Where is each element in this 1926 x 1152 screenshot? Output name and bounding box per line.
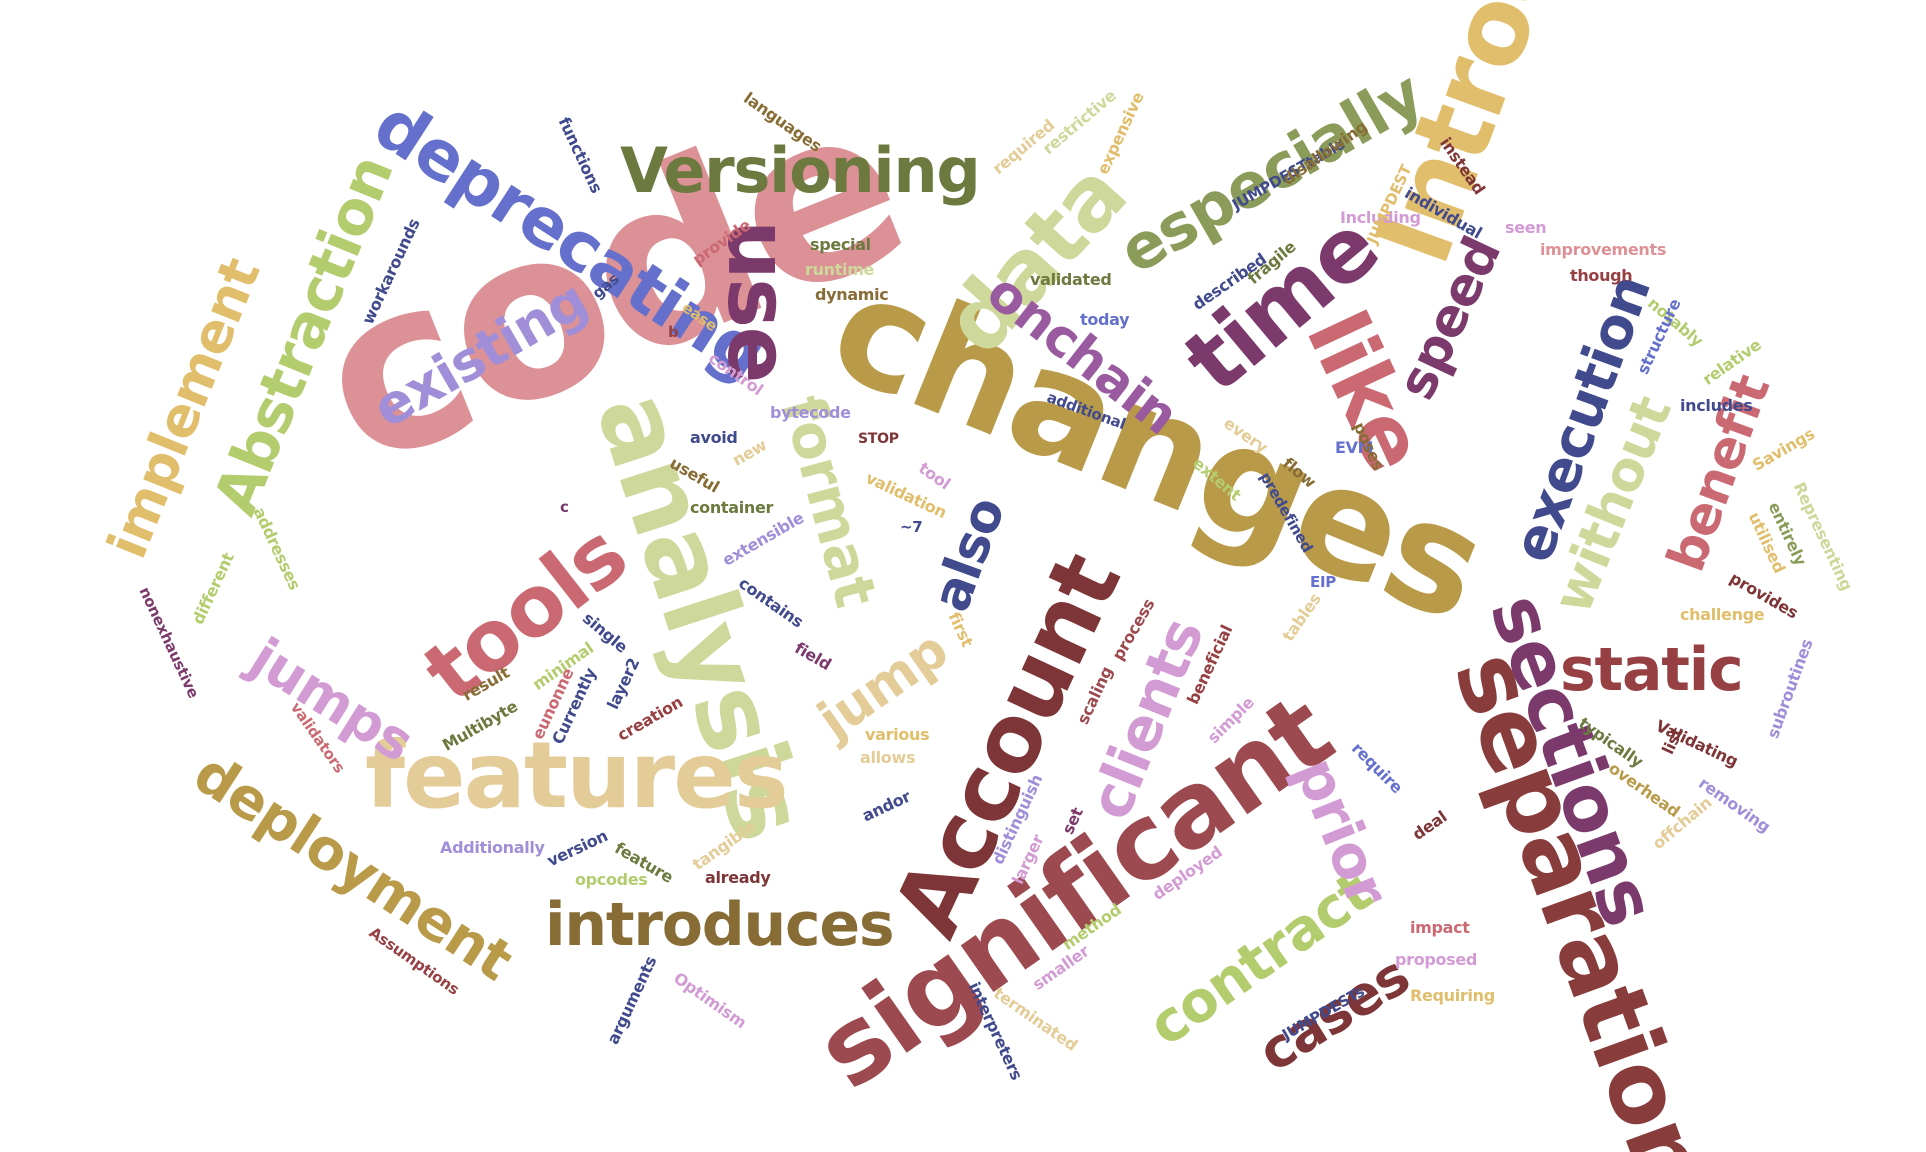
word-stop: STOP bbox=[858, 431, 899, 447]
word-seen: seen bbox=[1505, 218, 1547, 237]
word-introduces: introduces bbox=[545, 890, 895, 960]
word-challenge: challenge bbox=[1680, 605, 1765, 624]
word-evm: EVM bbox=[1335, 438, 1374, 457]
word-includes: includes bbox=[1680, 396, 1753, 415]
word-features: features bbox=[365, 722, 789, 829]
word-optimism: Optimism bbox=[670, 968, 750, 1033]
word-bytecode: bytecode bbox=[770, 403, 851, 422]
word-tilde7: ~7 bbox=[900, 518, 923, 536]
word-static: static bbox=[1560, 635, 1744, 705]
word-field: field bbox=[791, 638, 835, 675]
word-layer2: layer2 bbox=[603, 655, 644, 713]
word-special: special bbox=[810, 235, 871, 254]
word-though: though bbox=[1570, 266, 1633, 285]
word-representing: Representing bbox=[1789, 479, 1857, 594]
word-proposed: proposed bbox=[1395, 950, 1478, 969]
word-allows: allows bbox=[860, 748, 916, 767]
word-already: already bbox=[705, 868, 771, 887]
word-versioning: Versioning bbox=[620, 134, 981, 207]
word-opcodes: opcodes bbox=[575, 870, 648, 889]
word-andor: andor bbox=[859, 786, 914, 826]
word-c: c bbox=[560, 498, 569, 516]
word-tools: tools bbox=[405, 505, 645, 722]
word-subroutines: subroutines bbox=[1763, 636, 1817, 741]
word-today: today bbox=[1080, 310, 1130, 329]
word-nonexhaustive: nonexhaustive bbox=[135, 584, 203, 701]
word-including: Including bbox=[1340, 208, 1421, 227]
word-runtime: runtime bbox=[805, 260, 875, 279]
word-addresses: addresses bbox=[249, 504, 305, 593]
word-validated: validated bbox=[1030, 270, 1112, 289]
word-tool: tool bbox=[915, 458, 954, 494]
word-requiring: Requiring bbox=[1410, 986, 1495, 1005]
word-arguments: arguments bbox=[603, 953, 661, 1048]
word-various: various bbox=[865, 725, 930, 744]
word-eip: EIP bbox=[1310, 573, 1336, 591]
word-deal: deal bbox=[1408, 806, 1451, 844]
word-b: b bbox=[668, 323, 679, 341]
word-improvements: improvements bbox=[1540, 240, 1667, 259]
word-impact: impact bbox=[1410, 918, 1470, 937]
word-additionally: Additionally bbox=[440, 838, 545, 857]
word-avoid: avoid bbox=[690, 428, 738, 447]
word-version: version bbox=[544, 826, 611, 871]
word-dynamic: dynamic bbox=[815, 285, 889, 304]
word-different: different bbox=[188, 549, 238, 628]
word-tables: tables bbox=[1278, 589, 1325, 645]
word-container: container bbox=[690, 498, 774, 517]
